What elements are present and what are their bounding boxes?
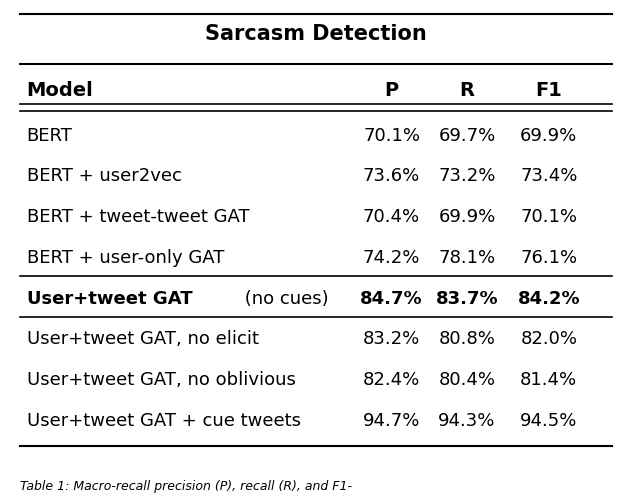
Text: 84.2%: 84.2% — [518, 290, 580, 308]
Text: User+tweet GAT, no oblivious: User+tweet GAT, no oblivious — [27, 372, 295, 390]
Text: 84.7%: 84.7% — [360, 290, 423, 308]
Text: 69.9%: 69.9% — [520, 126, 578, 144]
Text: BERT + user-only GAT: BERT + user-only GAT — [27, 249, 224, 267]
Text: BERT + user2vec: BERT + user2vec — [27, 168, 181, 186]
Text: R: R — [459, 82, 475, 100]
Text: User+tweet GAT, no elicit: User+tweet GAT, no elicit — [27, 330, 258, 348]
Text: User+tweet GAT + cue tweets: User+tweet GAT + cue tweets — [27, 412, 301, 430]
Text: 83.2%: 83.2% — [363, 330, 420, 348]
Text: P: P — [384, 82, 399, 100]
Text: 80.4%: 80.4% — [439, 372, 495, 390]
Text: BERT + tweet-tweet GAT: BERT + tweet-tweet GAT — [27, 208, 249, 226]
Text: 94.5%: 94.5% — [520, 412, 578, 430]
Text: 94.7%: 94.7% — [363, 412, 420, 430]
Text: 82.0%: 82.0% — [520, 330, 577, 348]
Text: Table 1: Macro-recall precision (P), recall (R), and F1-: Table 1: Macro-recall precision (P), rec… — [20, 480, 352, 492]
Text: 69.9%: 69.9% — [439, 208, 495, 226]
Text: 83.7%: 83.7% — [435, 290, 498, 308]
Text: 76.1%: 76.1% — [520, 249, 578, 267]
Text: 73.2%: 73.2% — [439, 168, 495, 186]
Text: 70.1%: 70.1% — [520, 208, 577, 226]
Text: F1: F1 — [535, 82, 562, 100]
Text: BERT: BERT — [27, 126, 73, 144]
Text: 73.4%: 73.4% — [520, 168, 578, 186]
Text: 78.1%: 78.1% — [439, 249, 495, 267]
Text: 69.7%: 69.7% — [439, 126, 495, 144]
Text: 73.6%: 73.6% — [363, 168, 420, 186]
Text: 81.4%: 81.4% — [520, 372, 578, 390]
Text: User+tweet GAT: User+tweet GAT — [27, 290, 192, 308]
Text: 70.4%: 70.4% — [363, 208, 420, 226]
Text: Sarcasm Detection: Sarcasm Detection — [205, 24, 427, 44]
Text: 70.1%: 70.1% — [363, 126, 420, 144]
Text: 80.8%: 80.8% — [439, 330, 495, 348]
Text: 74.2%: 74.2% — [363, 249, 420, 267]
Text: Model: Model — [27, 82, 94, 100]
Text: 94.3%: 94.3% — [439, 412, 495, 430]
Text: 82.4%: 82.4% — [363, 372, 420, 390]
Text: (no cues): (no cues) — [240, 290, 329, 308]
